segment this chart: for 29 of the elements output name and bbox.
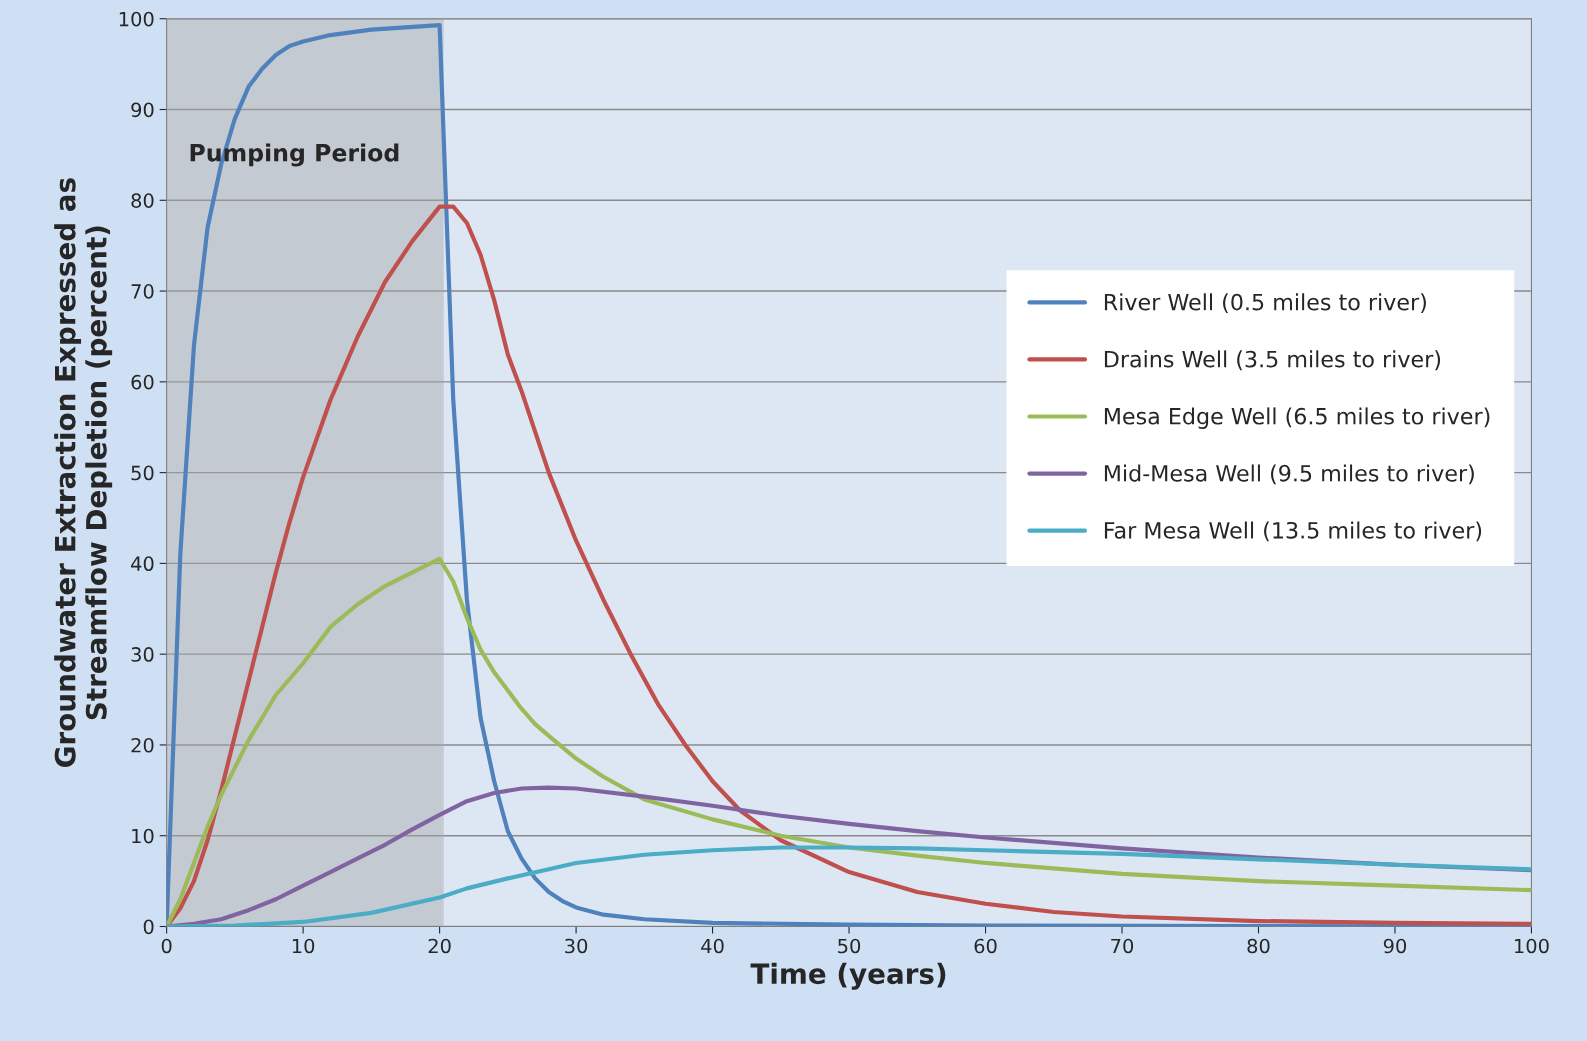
x-tick-label: 90 [1383, 938, 1407, 954]
legend-label: Mid-Mesa Well (9.5 miles to river) [1104, 464, 1474, 485]
y-tick-label: 10 [132, 828, 154, 844]
x-tick-label: 50 [838, 938, 861, 954]
x-tick-label: 80 [1247, 938, 1270, 954]
y-tick-label: 40 [131, 556, 154, 572]
x-tick-label: 60 [974, 938, 997, 954]
x-tick-label: 20 [428, 938, 451, 954]
y-tick-label: 90 [131, 102, 154, 118]
legend-label: Mesa Edge Well (6.5 miles to river) [1104, 407, 1490, 429]
y-tick-label: 80 [131, 193, 154, 208]
y-tick-label: 100 [119, 11, 154, 27]
x-tick-label: 70 [1111, 938, 1134, 954]
x-tick-label: 100 [1515, 938, 1549, 954]
y-axis-title: Groundwater Extraction Expressed as Streamflow Depletion (percent) [54, 178, 113, 767]
y-tick-label: 60 [131, 374, 154, 390]
y-tick-label: 0 [143, 919, 154, 935]
legend-label: Drains Well (3.5 miles to river) [1104, 350, 1441, 371]
y-tick-label: 70 [131, 284, 154, 299]
x-tick-label: 10 [292, 938, 315, 954]
x-tick-label: 0 [161, 938, 172, 954]
x-tick-label: 30 [565, 938, 588, 954]
x-axis-title: Time (years) [750, 962, 946, 990]
y-tick-label: 50 [131, 465, 154, 481]
y-tick-label: 30 [131, 647, 154, 662]
y-tick-label: 20 [131, 737, 154, 753]
x-tick-label: 40 [701, 938, 724, 954]
legend-label: Far Mesa Well (13.5 miles to river) [1104, 521, 1482, 542]
legend-label: River Well (0.5 miles to river) [1104, 293, 1426, 314]
